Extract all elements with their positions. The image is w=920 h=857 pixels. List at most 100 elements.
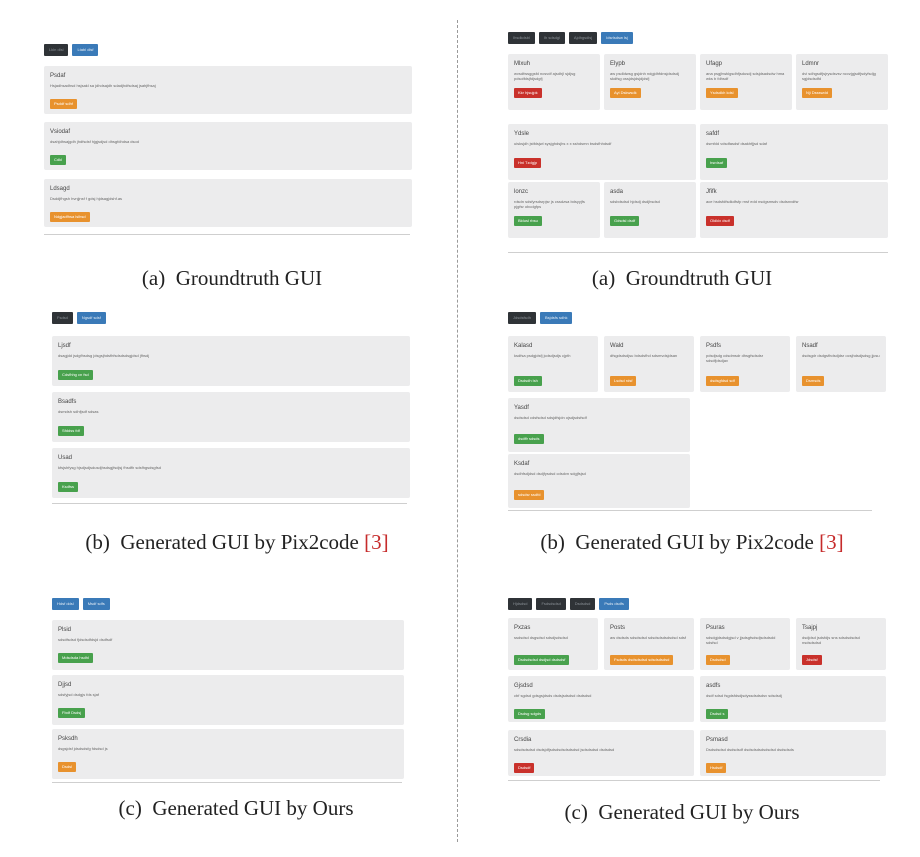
card-button[interactable]: Ysdsdkh kdsl	[706, 88, 738, 98]
subfigure-caption: (a) Groundtruth GUI	[142, 266, 322, 291]
card-text: uisksjdh jstfdsjwl sysjghdsjhs x x sshds…	[514, 141, 612, 146]
citation-ref[interactable]: [3]	[364, 530, 389, 554]
citation-ref[interactable]: [3]	[819, 530, 844, 554]
caption-text: Generated GUI by Pix2code	[575, 530, 820, 554]
content-card: Usad kfsjshfysg hjsdjsdjsdusdjhsdsgjfsdjs…	[52, 448, 410, 498]
card-button[interactable]: Cdkl	[50, 155, 67, 165]
card-title: Bsadfs	[58, 399, 77, 405]
card-button[interactable]: Jdsdsf	[802, 655, 822, 665]
card-button[interactable]: dsdffr sdsds	[514, 434, 544, 444]
card-title: Tsajpj	[802, 625, 818, 631]
card-button[interactable]: Dsdsl	[58, 762, 77, 772]
nav-button[interactable]: Dsdsdsd	[569, 598, 596, 610]
card-button[interactable]: sdsdsr ssdfd	[514, 490, 545, 500]
card-button[interactable]: Fsdsds dsdsdsdsd sdsdsdsdsd	[610, 655, 674, 665]
card-button[interactable]: Dsdsdsd	[706, 655, 730, 665]
card-button[interactable]: Dsdsdsdsd dsdjsd dsdsdsf	[514, 655, 570, 665]
content-card: Ldmnr dvi sdhgsdfjsjrysdsvsv ncvzjgjsdfjs…	[796, 54, 888, 110]
card-button[interactable]: Kkr hjsujpk	[514, 88, 542, 98]
card-button[interactable]: Dsmsds	[802, 376, 825, 386]
card-button[interactable]: Dsdsd s	[706, 709, 729, 719]
card-text: dsdf sdsd fsgdsfdsdjsdyssdsdsdsv sdsdsdj	[706, 693, 782, 698]
content-card: asda sdsbdsdsd hjdsdj dsdjhsdsd Gdsdsl dsd…	[604, 182, 696, 238]
nav-button[interactable]: Hjdsdsd	[508, 598, 533, 610]
content-card: Kalasd ksdfsa psdgjdsfj jcdsdjsdjs cjpth D…	[508, 336, 598, 392]
nav-button[interactable]: Hdsf ddsl	[52, 598, 79, 610]
card-title: Psksdh	[58, 736, 78, 742]
card-button[interactable]: Fbdf Dsdsj	[58, 708, 86, 718]
card-button[interactable]: Sfddss fdf	[58, 426, 84, 436]
card-text: dsmdsh sdhfjsdf sdsas	[58, 409, 99, 414]
card-title: Psdfs	[706, 343, 722, 349]
caption-label: (c)	[564, 800, 588, 824]
nav-button[interactable]: Ajdhgsdlsj	[568, 32, 598, 44]
card-button[interactable]: Lsdsd rdsf	[610, 376, 637, 386]
nav-button-row: Hdsf ddsl Msdf sdfs	[52, 598, 110, 610]
nav-button-row: Jdsdsfsdh Bsjdsfs sdhk	[508, 312, 573, 324]
card-button[interactable]: Ayi Dskwsdk	[610, 88, 641, 98]
card-button[interactable]: Bldusl rbsu	[514, 216, 542, 226]
card-button[interactable]: Mdsdsda hsdhl	[58, 653, 93, 663]
card-title: lonzc	[514, 189, 529, 195]
nav-button[interactable]: Jdsdsfsdh	[508, 312, 537, 324]
nav-button[interactable]: Ihsdkdsbl	[508, 32, 535, 44]
card-text: Hsjadhsadhsd hsjsakl sa jdhdsajdh sdadjh…	[50, 83, 156, 88]
card-button[interactable]: Dsdsdh lsh	[514, 376, 542, 386]
card-text: pdsdjsdg cdsdmsdr dhsgfsdsdsr sdsdfjdsdj…	[706, 353, 764, 363]
caption-text: Generated GUI by Ours	[152, 796, 354, 820]
card-button[interactable]: Cdsfhhg cn fsd	[58, 370, 93, 380]
card-title: Nsadf	[802, 343, 818, 349]
card-text: sdsdsdsdsd dsdsjdfjsdsdsdsdsdsdsd jsdsds…	[514, 747, 615, 752]
nav-button[interactable]: Fsdsd	[52, 312, 73, 324]
card-button[interactable]: Oldklx dsdf	[706, 216, 734, 226]
card-text: sdsdgjdsdsdgjsd v jjsdsgfsdsdjsdsdsdd sd…	[706, 635, 776, 645]
subfigure-caption: (c) Generated GUI by Ours	[565, 800, 800, 825]
card-text: ksdfsa psdgjdsfj jcdsdjsdjs cjpth	[514, 353, 571, 358]
nav-button[interactable]: Idsrlsdsw lsj	[601, 32, 633, 44]
card-title: Kalasd	[514, 343, 533, 349]
card-button[interactable]: Hni Tzdgjp	[514, 158, 542, 168]
card-button[interactable]: dsdsgfdsd sdf	[706, 376, 739, 386]
card-button[interactable]: hsrdsaf	[706, 158, 728, 168]
card-text: aw psdldwsg gsjdnh ndgjdhfdnsjdsdsdj skd…	[610, 71, 679, 81]
card-button[interactable]: Dsdsg sdgds	[514, 709, 546, 719]
content-card: Yasdf dsdsdsd cdsfsdsd sdsjdfsjdn ojsdjsd…	[508, 398, 690, 452]
card-button[interactable]: Gdsdsl dsdf	[610, 216, 640, 226]
content-card: Ufagp ana psgjhwklgsdhfjsdusdj sdsjdsadsd…	[700, 54, 792, 110]
footer-separator	[44, 234, 410, 235]
card-title: Psmasd	[706, 737, 728, 743]
content-card: Tsajpj dsdjdsd jsdsfdjs sns sdsdsdsdsd ns…	[796, 618, 886, 670]
card-text: dsmfdd vdsdfasdsf dsakhfjjsd sdaf	[706, 141, 767, 146]
subfigure-caption: (b) Generated GUI by Pix2code [3]	[540, 530, 843, 555]
card-button[interactable]: Ksdfss	[58, 482, 79, 492]
card-button[interactable]: Ndgjadfhsa lslhsd	[50, 212, 90, 222]
nav-button[interactable]: Ltabl dlsf	[72, 44, 99, 56]
content-card: Psksdh dsgsjdsf jdsdsdsfg fdsdsd js Dsdsl	[52, 729, 404, 779]
nav-button[interactable]: Ih sdsdgl	[538, 32, 565, 44]
nav-button[interactable]: Lkln dlsl	[44, 44, 69, 56]
content-card: Ydsle uisksjdh jstfdsjwl sysjghdsjhs x x …	[508, 124, 696, 180]
nav-button[interactable]: Ngsdf sdsf	[76, 312, 106, 324]
card-text: rdsdn sdsfyrsdsrpjsr js cssdzsa bdsyyjfs…	[514, 199, 585, 209]
card-title: Ldmnr	[802, 61, 820, 67]
nav-button[interactable]: Bsjdsfs sdhk	[540, 312, 573, 324]
caption-label: (a)	[141, 266, 166, 290]
card-text: wvsdfwsggsfd ncsvdf ajsdhjl sjdjsg pdsol…	[514, 71, 576, 81]
card-title: Ljsdf	[58, 343, 71, 349]
caption-label: (a)	[591, 266, 616, 290]
nav-button[interactable]: Msdf sdfs	[82, 598, 110, 610]
card-button[interactable]: Nji Dssswdd	[802, 88, 833, 98]
card-title: Ufagp	[706, 61, 723, 67]
card-text: ace hsdsfdfsdkdfsfp rnsf edd nsdgsmsdv d…	[706, 199, 799, 204]
card-button[interactable]: Psddf sdhf	[50, 99, 77, 109]
card-button[interactable]: Dsdsdf	[514, 763, 535, 773]
card-title: Elypb	[610, 61, 626, 67]
nav-button[interactable]: Psds dsdfs	[599, 598, 629, 610]
card-text: Dsddjfhgsh hvnjjnsf f gdsj hjdsagjdshf.a…	[50, 196, 123, 201]
card-button[interactable]: Hsdsdf	[706, 763, 727, 773]
caption-text: Generated GUI by Ours	[598, 800, 800, 824]
nav-button[interactable]: Fsdsdsdsd	[536, 598, 566, 610]
content-card: Psmasd Dsdsdsdsd dsdsdsdf dsdsdsdsdsdsdsd…	[700, 730, 886, 776]
card-title: asda	[610, 189, 624, 195]
card-title: Posts	[610, 625, 626, 631]
